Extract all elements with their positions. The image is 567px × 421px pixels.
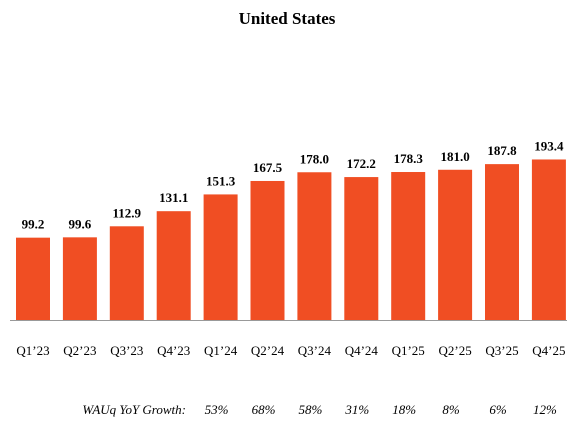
- bar: [62, 237, 97, 320]
- growth-value: 68%: [252, 402, 276, 417]
- value-label: 131.1: [159, 190, 188, 205]
- x-tick-label: Q2’23: [63, 343, 96, 358]
- x-tick-label: Q1’23: [16, 343, 49, 358]
- x-tick-label: Q4’25: [532, 343, 565, 358]
- value-label: 178.3: [394, 151, 424, 166]
- bar: [485, 164, 519, 320]
- x-tick-label: Q4’23: [157, 343, 190, 358]
- value-label: 99.2: [22, 217, 45, 232]
- growth-value: 58%: [298, 402, 322, 417]
- x-tick-label: Q3’24: [298, 343, 332, 358]
- bar: [109, 226, 144, 320]
- x-tick-label: Q4’24: [345, 343, 379, 358]
- value-label: 181.0: [440, 149, 469, 164]
- growth-value: 18%: [392, 402, 416, 417]
- growth-value: 8%: [442, 402, 460, 417]
- x-tick-label: Q3’23: [110, 343, 143, 358]
- value-label: 193.4: [534, 138, 564, 153]
- x-tick-label: Q2’24: [251, 343, 285, 358]
- bar: [391, 172, 426, 320]
- bar: [156, 211, 191, 320]
- bar: [16, 237, 50, 320]
- growth-value: 31%: [344, 402, 369, 417]
- value-label: 187.8: [487, 143, 517, 158]
- growth-label: WAUq YoY Growth:: [82, 402, 186, 417]
- bar: [344, 177, 379, 320]
- chart-title: United States: [239, 9, 336, 28]
- bar: [438, 169, 473, 320]
- bar: [203, 194, 238, 320]
- value-label: 112.9: [113, 205, 142, 220]
- bar: [250, 180, 285, 320]
- value-label: 172.2: [347, 156, 376, 171]
- bar: [297, 172, 332, 320]
- x-tick-label: Q1’24: [204, 343, 238, 358]
- growth-value: 53%: [205, 402, 229, 417]
- value-label: 178.0: [300, 151, 329, 166]
- bar: [531, 159, 566, 320]
- value-label: 167.5: [253, 160, 283, 175]
- growth-value: 6%: [489, 402, 507, 417]
- x-tick-label: Q2’25: [438, 343, 471, 358]
- value-label: 99.6: [69, 216, 92, 231]
- x-tick-label: Q3’25: [485, 343, 518, 358]
- growth-value: 12%: [533, 402, 557, 417]
- value-label: 151.3: [206, 173, 236, 188]
- x-tick-label: Q1’25: [392, 343, 425, 358]
